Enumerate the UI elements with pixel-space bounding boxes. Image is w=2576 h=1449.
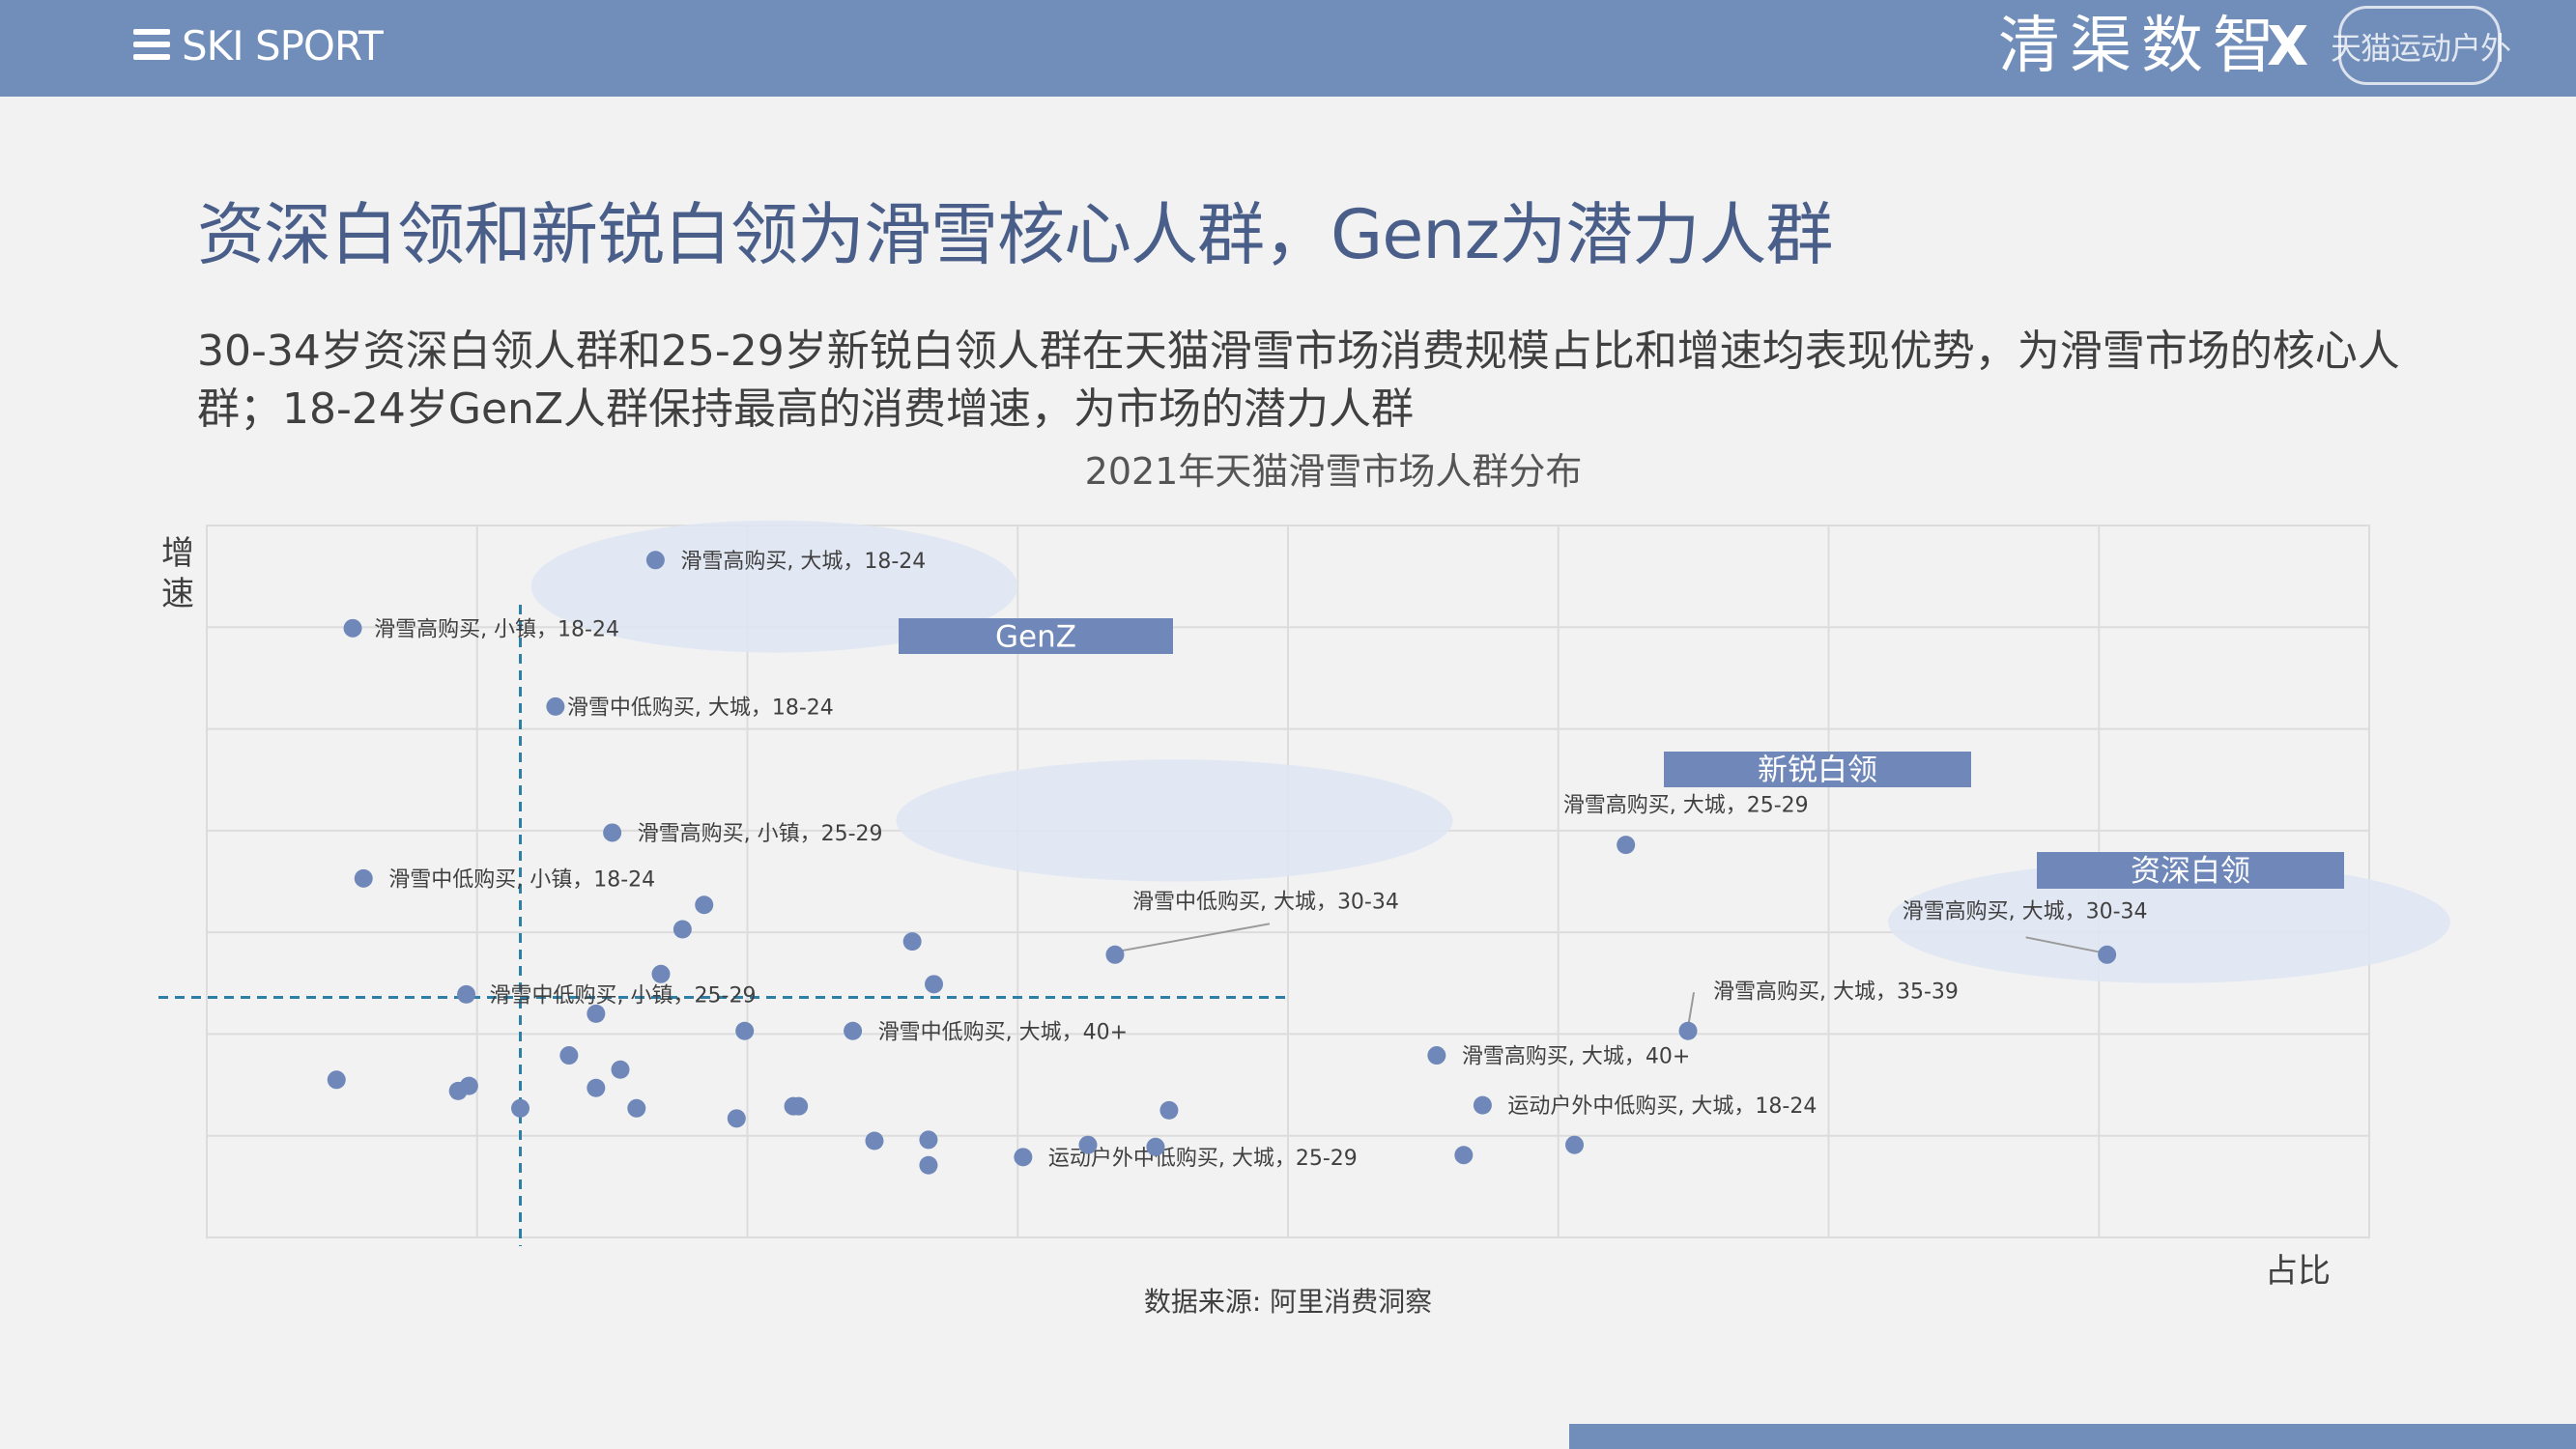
data-point bbox=[727, 1109, 746, 1128]
data-point bbox=[327, 1070, 346, 1090]
data-point bbox=[1105, 945, 1125, 964]
data-point bbox=[611, 1060, 630, 1079]
data-point bbox=[343, 618, 362, 638]
cluster-box-label: 资深白领 bbox=[2131, 854, 2250, 889]
data-point-label: 滑雪中低购买, 大城，18-24 bbox=[567, 696, 834, 720]
data-point-label: 滑雪高购买, 小镇，18-24 bbox=[374, 617, 619, 641]
data-point-label: 滑雪高购买, 小镇，25-29 bbox=[638, 822, 883, 846]
page-title: 资深白领和新锐白领为滑雪核心人群，Genz为潜力人群 bbox=[197, 195, 1833, 274]
data-point bbox=[1146, 1137, 1165, 1156]
menu-icon[interactable] bbox=[133, 29, 170, 60]
data-point bbox=[627, 1098, 646, 1118]
data-point bbox=[919, 1155, 938, 1175]
cluster-box-label: GenZ bbox=[995, 620, 1076, 655]
cluster-box bbox=[899, 618, 1173, 654]
data-point-label: 滑雪高购买, 大城，18-24 bbox=[680, 550, 926, 574]
data-point bbox=[1617, 836, 1636, 855]
data-point-label: 运动户外中低购买, 大城，18-24 bbox=[1507, 1094, 1817, 1119]
data-point bbox=[457, 984, 476, 1004]
chart-title: 2021年天猫滑雪市场人群分布 bbox=[1084, 450, 1583, 493]
data-point-label: 滑雪高购买, 大城，30-34 bbox=[1903, 899, 2148, 923]
data-point-label: 滑雪中低购买, 大城，30-34 bbox=[1132, 890, 1399, 914]
cluster-highlight bbox=[1888, 861, 2450, 983]
data-source: 数据来源: 阿里消费洞察 bbox=[1143, 1286, 1433, 1318]
cluster-highlight bbox=[896, 759, 1453, 882]
data-point bbox=[448, 1081, 468, 1100]
data-point bbox=[1678, 1021, 1698, 1040]
data-point bbox=[925, 975, 944, 994]
x-axis-label: 占比 bbox=[2265, 1252, 2331, 1291]
data-point-label: 运动户外中低购买, 大城，25-29 bbox=[1048, 1147, 1358, 1171]
data-point bbox=[546, 696, 565, 716]
data-point bbox=[902, 932, 922, 952]
label-leader-line bbox=[1120, 923, 1271, 952]
data-point-label: 滑雪中低购买, 大城，40+ bbox=[878, 1020, 1128, 1044]
data-point bbox=[645, 551, 665, 570]
label-leader-line bbox=[1687, 992, 1696, 1028]
label-leader-line bbox=[2025, 936, 2104, 954]
data-point-label: 滑雪中低购买, 小镇，18-24 bbox=[388, 867, 655, 892]
data-point bbox=[587, 1078, 606, 1097]
top-bar: SKI SPORT 清渠数智 X 天猫运动户外 bbox=[0, 0, 2576, 97]
data-point-label: 滑雪高购买, 大城，25-29 bbox=[1563, 794, 1809, 818]
data-point bbox=[1078, 1135, 1098, 1154]
data-point bbox=[1565, 1135, 1585, 1154]
data-point bbox=[603, 823, 622, 842]
y-axis-label: 增速 bbox=[161, 534, 194, 613]
data-point bbox=[1159, 1100, 1179, 1120]
page-subtitle: 30-34岁资深白领人群和25-29岁新锐白领人群在天猫滑雪市场消费规模占比和增… bbox=[197, 327, 2400, 434]
data-point bbox=[1454, 1146, 1474, 1165]
tmall-logo-icon bbox=[2338, 6, 2501, 85]
data-point bbox=[559, 1046, 579, 1065]
data-point bbox=[919, 1130, 938, 1150]
data-point-label: 滑雪高购买, 大城，35-39 bbox=[1713, 980, 1959, 1004]
data-point-label: 滑雪高购买, 大城，40+ bbox=[1462, 1045, 1690, 1069]
data-point bbox=[587, 1004, 606, 1023]
cluster-box bbox=[2037, 852, 2344, 889]
data-point bbox=[2098, 945, 2117, 964]
partner-logo-tmall: 天猫运动户外 bbox=[2330, 30, 2511, 67]
cluster-box bbox=[1664, 752, 1971, 787]
brand-name: SKI SPORT bbox=[182, 22, 384, 70]
bottom-accent-bar bbox=[1569, 1424, 2576, 1449]
data-point bbox=[865, 1131, 884, 1151]
data-point bbox=[511, 1098, 530, 1118]
data-point bbox=[673, 920, 692, 939]
data-point bbox=[651, 964, 671, 983]
data-point bbox=[735, 1021, 755, 1040]
partner-logo-qingqu: 清渠数智 bbox=[1998, 11, 2284, 82]
data-point bbox=[844, 1021, 863, 1040]
partner-separator: X bbox=[2267, 15, 2309, 78]
data-point bbox=[354, 868, 373, 888]
data-point-label: 滑雪中低购买, 小镇，25-29 bbox=[490, 983, 757, 1008]
cluster-box-label: 新锐白领 bbox=[1758, 753, 1877, 788]
data-point bbox=[784, 1096, 803, 1116]
data-point bbox=[695, 895, 714, 915]
data-point bbox=[1473, 1095, 1492, 1115]
data-point bbox=[1014, 1148, 1033, 1167]
data-point bbox=[1427, 1046, 1446, 1065]
